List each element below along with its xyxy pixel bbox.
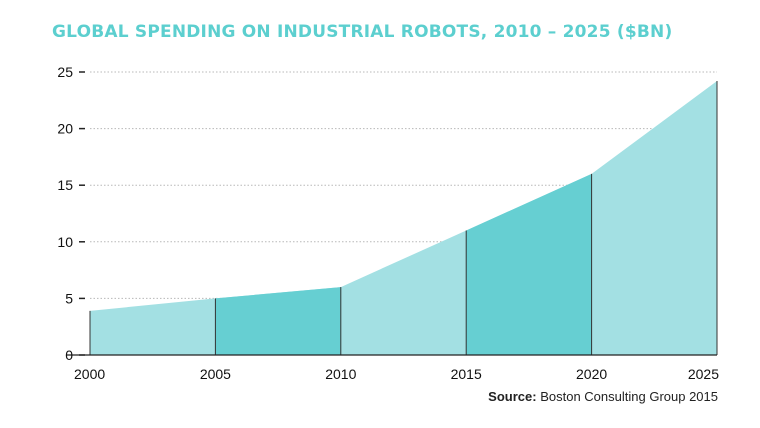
source-note: Source: Boston Consulting Group 2015: [488, 389, 718, 404]
y-tick-label-15: 15: [57, 177, 73, 193]
highlight-2005-2010: [215, 287, 341, 355]
y-tick-label-5: 5: [65, 290, 73, 306]
chart-title: GLOBAL SPENDING ON INDUSTRIAL ROBOTS, 20…: [52, 22, 673, 42]
y-axis-ticks: 0 5 10 15 20 25: [57, 64, 85, 363]
year-dividers: [89, 81, 718, 355]
y-tick-label-25: 25: [57, 64, 73, 80]
x-tick-label-2005: 2005: [200, 366, 231, 382]
x-tick-label-2000: 2000: [74, 366, 105, 382]
x-tick-label-2015: 2015: [451, 366, 482, 382]
area-series: [90, 81, 717, 355]
source-label: Source:: [488, 389, 537, 404]
y-tick-label-0: 0: [65, 347, 73, 363]
y-tick-label-10: 10: [57, 234, 73, 250]
x-tick-label-2025: 2025: [688, 366, 719, 382]
highlight-2015-2020: [466, 173, 592, 355]
x-tick-label-2010: 2010: [325, 366, 356, 382]
source-text: Boston Consulting Group 2015: [540, 389, 718, 404]
y-tick-label-20: 20: [57, 121, 73, 137]
x-axis-ticks: 2000 2005 2010 2015 2020 2025: [74, 366, 719, 382]
x-tick-label-2020: 2020: [576, 366, 607, 382]
area-fill: [90, 81, 717, 355]
